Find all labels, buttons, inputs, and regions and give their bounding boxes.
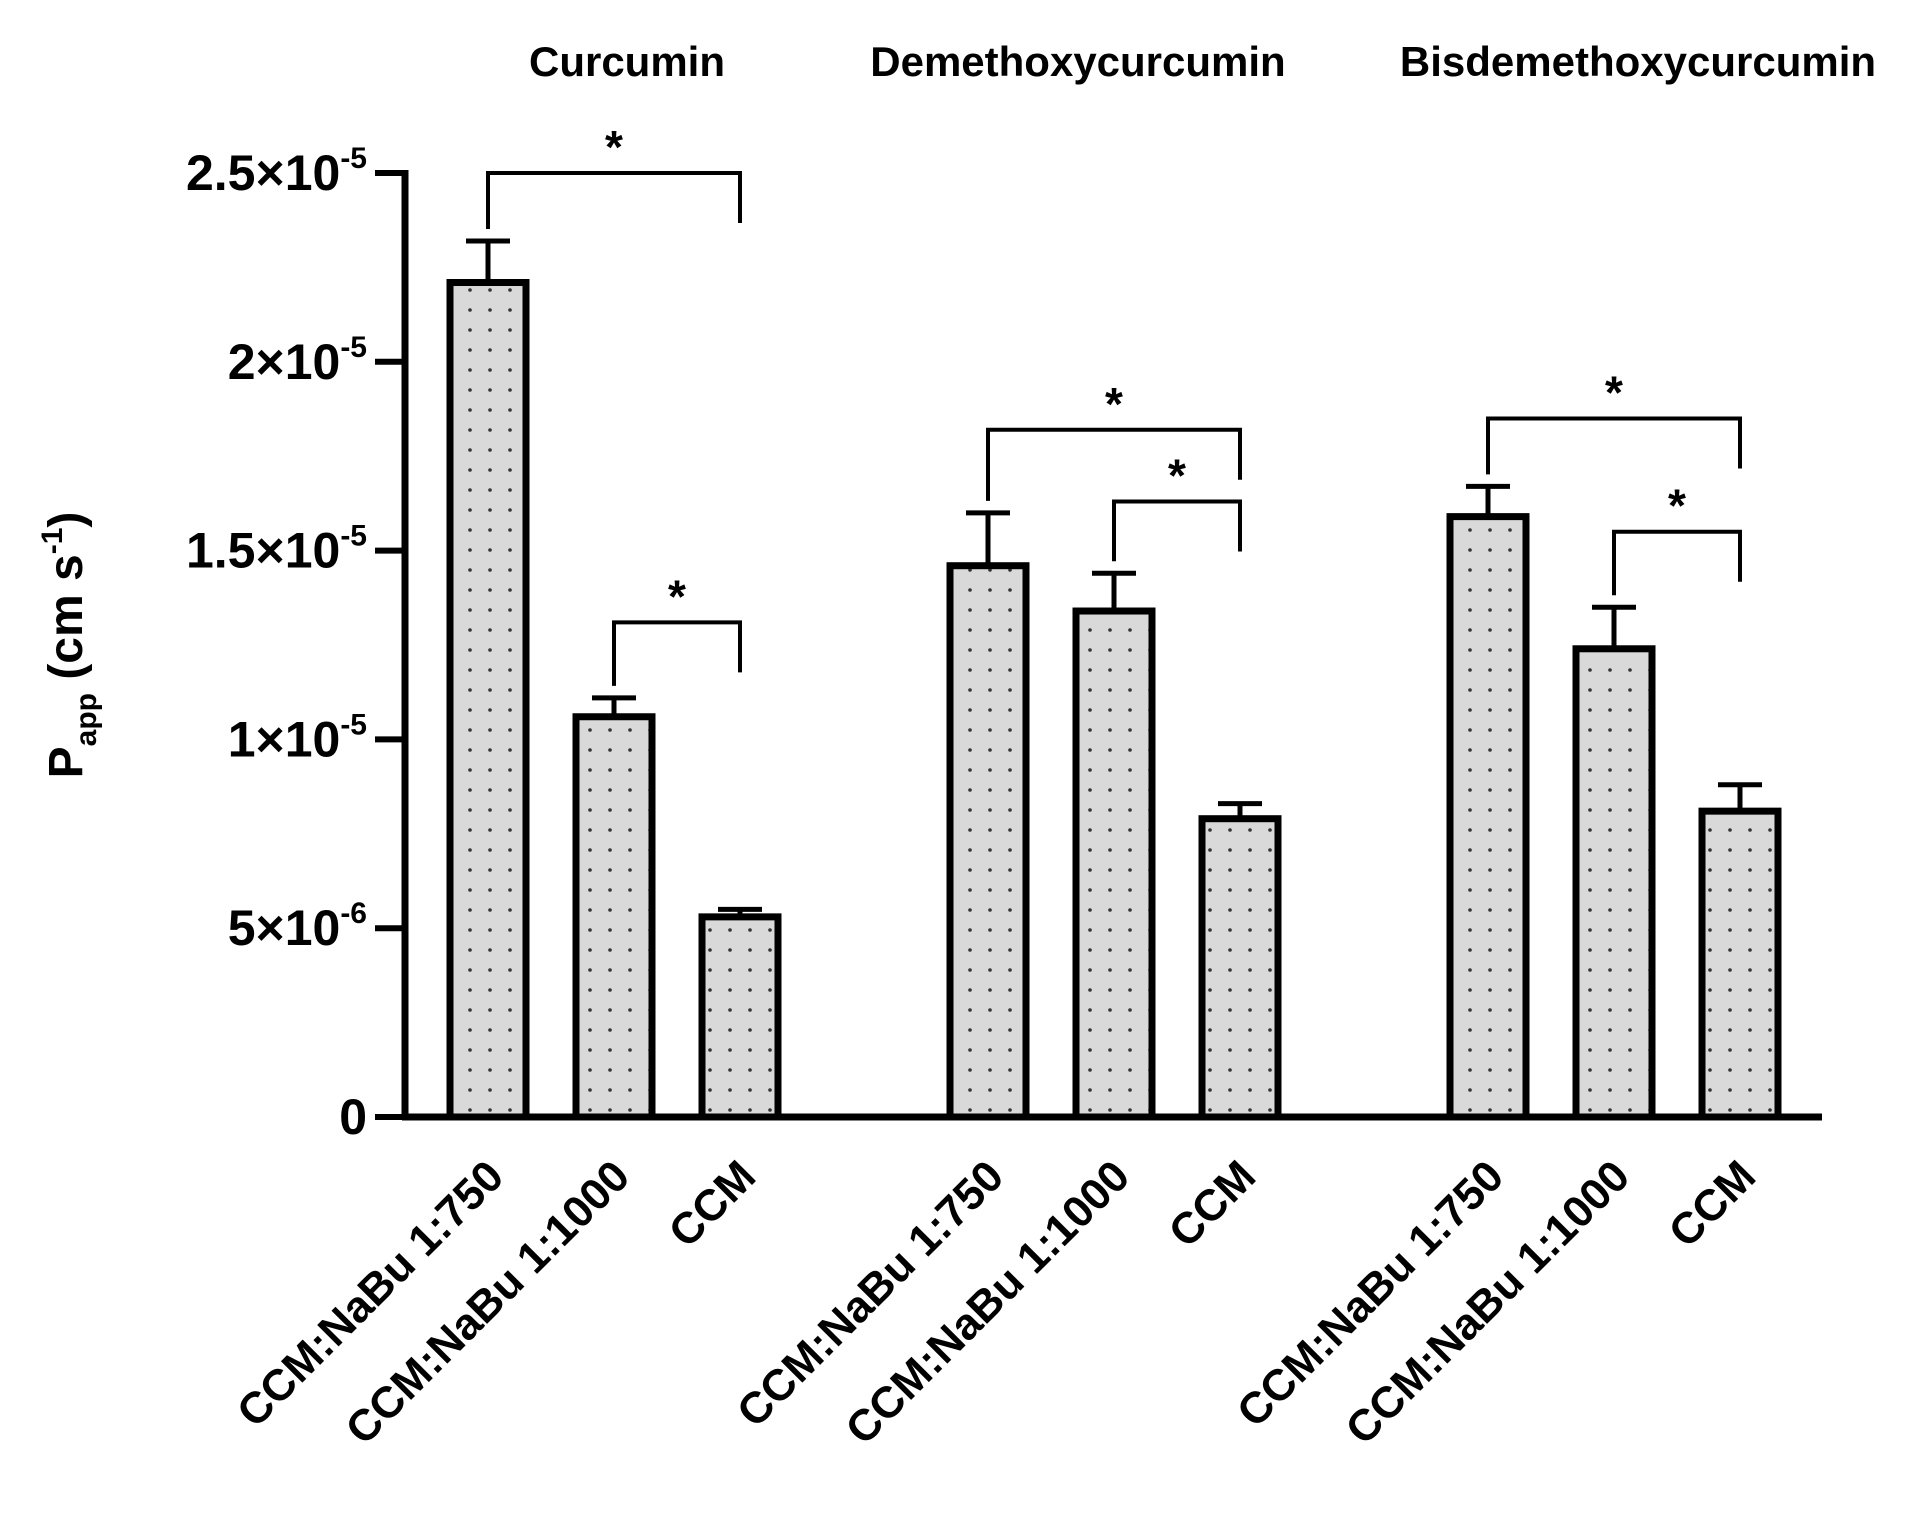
bar <box>1446 513 1530 1121</box>
significance-star: * <box>1168 450 1186 502</box>
plot-area: 05×10-61×10-51.5×10-52×10-52.5×10-5Papp … <box>36 38 1876 1454</box>
category-label: CCM <box>660 1151 766 1257</box>
bar <box>1572 645 1656 1121</box>
y-tick-mantissa: 0 <box>339 1089 367 1145</box>
significance-bracket <box>1612 529 1742 596</box>
y-tick-label: 2×10-5 <box>228 331 367 390</box>
y-axis-title-unit-close: ) <box>40 512 93 528</box>
significance-star: * <box>1668 480 1686 532</box>
significance-bracket <box>1112 499 1242 562</box>
significance-bracket <box>486 171 742 229</box>
y-tick-exponent: -5 <box>340 520 367 553</box>
y-tick-label: 1×10-5 <box>228 708 367 767</box>
bar <box>1072 607 1156 1121</box>
group-title: Curcumin <box>529 38 725 85</box>
bar <box>572 713 656 1121</box>
y-axis-title-unit-exp: -1 <box>36 528 69 555</box>
significance-bracket <box>986 427 1242 501</box>
y-tick-exponent: -5 <box>340 708 367 741</box>
y-tick-mantissa: 2×10 <box>228 334 341 390</box>
bar <box>446 279 530 1121</box>
bar <box>1698 807 1782 1121</box>
y-tick-label: 0 <box>339 1089 367 1145</box>
significance-star: * <box>668 570 686 622</box>
y-tick-exponent: -5 <box>340 142 367 175</box>
group-title: Bisdemethoxycurcumin <box>1400 38 1876 85</box>
y-tick-label: 1.5×10-5 <box>186 520 367 579</box>
significance-star: * <box>605 121 623 173</box>
significance-bracket <box>1486 416 1742 475</box>
bar <box>698 913 782 1121</box>
y-axis-title-unit-open: (cm s <box>40 554 93 693</box>
y-tick-mantissa: 2.5×10 <box>186 145 340 201</box>
group-title: Demethoxycurcumin <box>870 38 1285 85</box>
y-tick-exponent: -5 <box>340 331 367 364</box>
category-label: CCM <box>1660 1151 1766 1257</box>
category-label: CCM <box>1160 1151 1266 1257</box>
significance-star: * <box>1105 378 1123 430</box>
significance-star: * <box>1605 366 1623 418</box>
bar <box>946 562 1030 1121</box>
significance-bracket <box>612 620 742 686</box>
y-tick-label: 2.5×10-5 <box>186 142 367 201</box>
y-tick-label: 5×10-6 <box>228 897 367 956</box>
bar <box>1198 815 1282 1121</box>
y-tick-exponent: -6 <box>340 897 367 930</box>
y-tick-mantissa: 1.5×10 <box>186 523 340 579</box>
y-axis-title: Papp (cm s-1) <box>36 512 103 779</box>
y-tick-mantissa: 1×10 <box>228 711 341 767</box>
y-axis-title-sub: app <box>70 693 103 746</box>
y-tick-mantissa: 5×10 <box>228 900 341 956</box>
y-axis-title-main: P <box>40 746 93 778</box>
